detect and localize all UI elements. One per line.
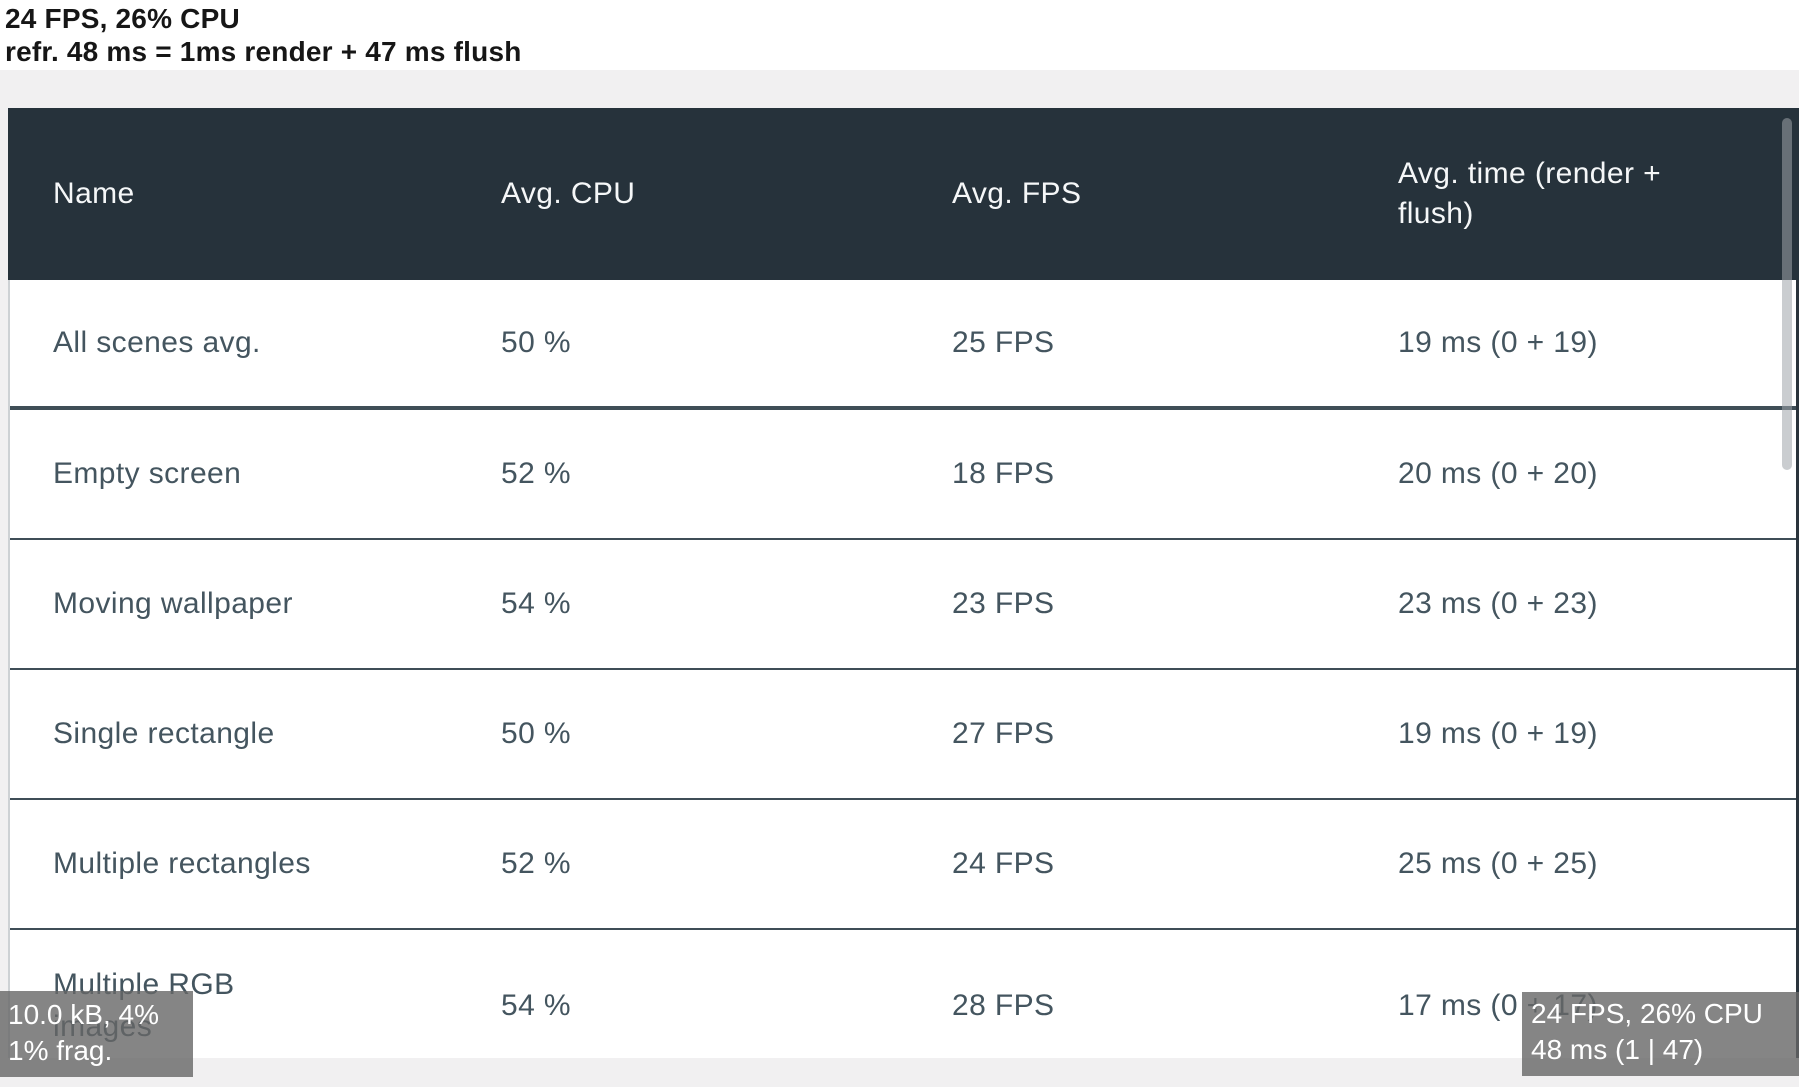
cell-name: Single rectangle [53,717,275,750]
hud-fps-line: 24 FPS, 26% CPU [1531,998,1763,1029]
cell-avg-fps: 24 FPS [952,847,1055,880]
cell-avg-fps: 25 FPS [952,326,1055,359]
right-edge-strip [1796,280,1799,1058]
cell-avg-cpu: 54 % [501,587,571,620]
table-row-all-scenes-avg: All scenes avg. 50 % 25 FPS 19 ms (0 + 1… [8,280,1799,410]
cell-avg-time: 19 ms (0 + 19) [1398,326,1598,359]
header-cell-avg-time: Avg. time (render + flush) [1398,157,1661,230]
table-row-single-rectangle: Single rectangle 50 % 27 FPS 19 ms (0 + … [8,670,1799,800]
cell-avg-time: 25 ms (0 + 25) [1398,847,1598,880]
status-refresh-line: refr. 48 ms = 1ms render + 47 ms flush [5,36,522,67]
hud-memory-line: 10.0 kB, 4% [8,999,159,1030]
vertical-scrollbar-thumb[interactable] [1782,118,1792,470]
table-row-moving-wallpaper: Moving wallpaper 54 % 23 FPS 23 ms (0 + … [8,540,1799,670]
top-white-band [0,0,1799,70]
cell-name: Empty screen [53,457,242,490]
cell-avg-cpu: 52 % [501,457,571,490]
status-fps-line: 24 FPS, 26% CPU [5,3,240,34]
benchmark-results-table: Name Avg. CPU Avg. FPS Avg. time (render… [8,108,1799,1058]
fps-hud: 24 FPS, 26% CPU 48 ms (1 | 47) [1522,992,1799,1076]
hud-frame-time-line: 48 ms (1 | 47) [1531,1034,1704,1065]
cell-name: Multiple rectangles [53,847,311,880]
table-row-empty-screen: Empty screen 52 % 18 FPS 20 ms (0 + 20) [8,410,1799,540]
cell-avg-cpu: 50 % [501,717,571,750]
cell-avg-cpu: 50 % [501,326,571,359]
cell-avg-fps: 18 FPS [952,457,1055,490]
cell-avg-time: 20 ms (0 + 20) [1398,457,1598,490]
cell-avg-fps: 28 FPS [952,989,1055,1022]
cell-avg-fps: 27 FPS [952,717,1055,750]
cell-avg-time: 19 ms (0 + 19) [1398,717,1598,750]
table-header-row: Name Avg. CPU Avg. FPS Avg. time (render… [8,108,1799,280]
cell-avg-fps: 23 FPS [952,587,1055,620]
cell-name: Moving wallpaper [53,587,293,620]
cell-name: All scenes avg. [53,326,261,359]
table-row-multiple-rectangles: Multiple rectangles 52 % 24 FPS 25 ms (0… [8,800,1799,930]
header-cell-name: Name [53,177,135,210]
fps-status-readout: 24 FPS, 26% CPU refr. 48 ms = 1ms render… [5,2,522,68]
header-cell-avg-cpu: Avg. CPU [501,177,636,210]
table-left-border [8,280,10,1058]
cell-avg-time: 23 ms (0 + 23) [1398,587,1598,620]
cell-avg-cpu: 52 % [501,847,571,880]
header-cell-avg-fps: Avg. FPS [952,177,1082,210]
cell-avg-cpu: 54 % [501,989,571,1022]
memory-usage-hud: 10.0 kB, 4% 1% frag. [0,991,193,1077]
hud-fragmentation-line: 1% frag. [8,1035,113,1066]
